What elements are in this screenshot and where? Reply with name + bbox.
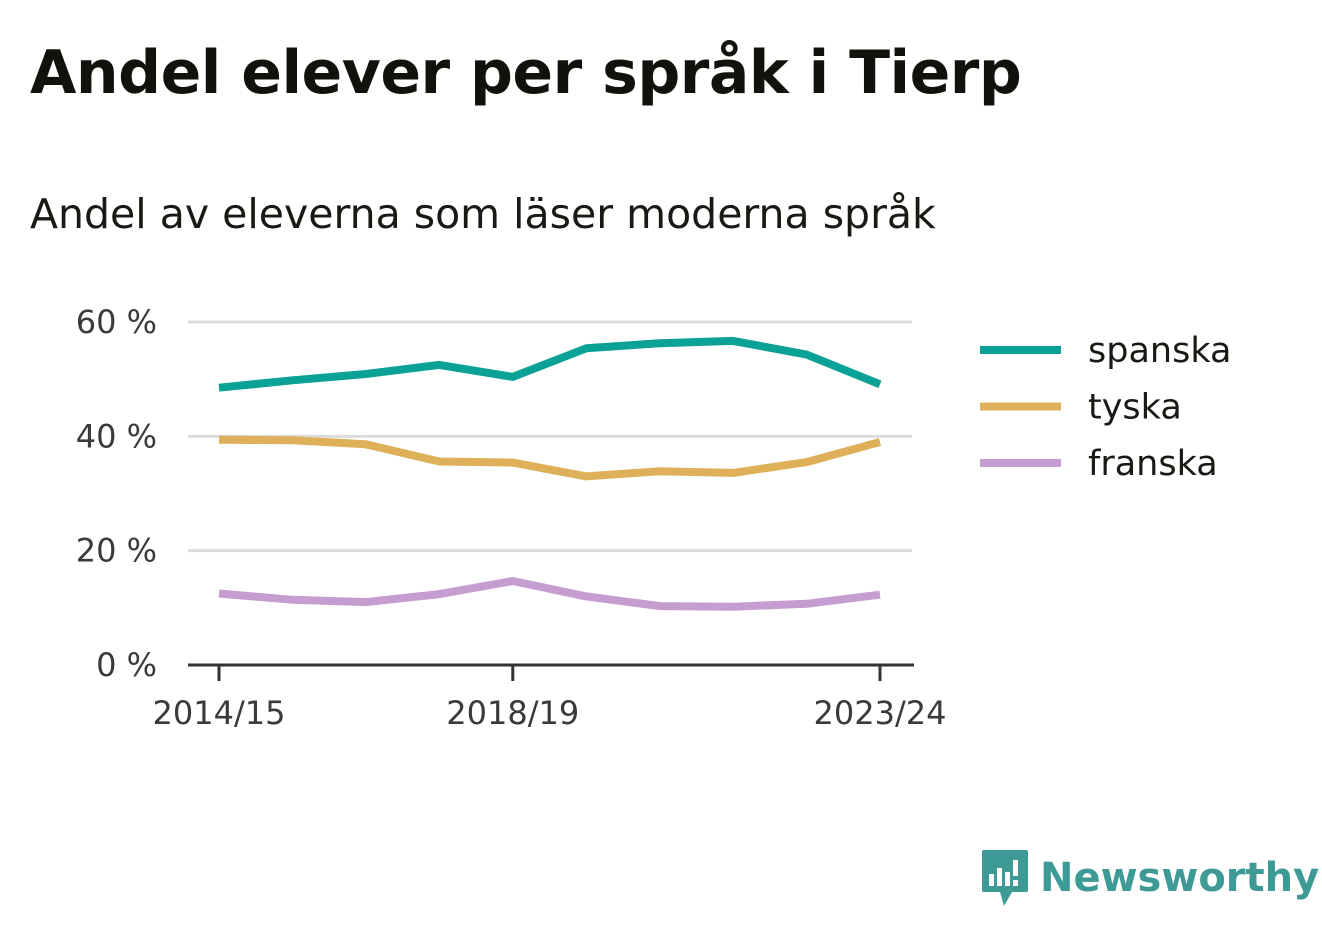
x-tick-label: 2023/24 bbox=[814, 694, 947, 732]
x-tick-label: 2018/19 bbox=[446, 694, 579, 732]
legend-label-spanska: spanska bbox=[1088, 331, 1231, 371]
series-line-tyska bbox=[218, 435, 882, 481]
y-tick-label: 40 % bbox=[76, 417, 157, 455]
y-tick-label: 20 % bbox=[76, 532, 157, 570]
series-line-franska bbox=[218, 577, 881, 611]
y-tick-label: 0 % bbox=[96, 646, 157, 684]
chart-subtitle: Andel av eleverna som läser moderna språ… bbox=[30, 190, 936, 238]
legend: spanska tyska franska bbox=[980, 331, 1231, 484]
newsworthy-brand: Newsworthy bbox=[980, 848, 1319, 908]
grid-lines bbox=[188, 320, 912, 553]
legend-label-franska: franska bbox=[1088, 444, 1218, 484]
brand-name: Newsworthy bbox=[1040, 855, 1320, 901]
y-tick-label: 60 % bbox=[76, 303, 157, 341]
series-line-spanska bbox=[218, 336, 882, 392]
newsworthy-logo-icon bbox=[982, 850, 1028, 906]
x-tick-label: 2014/15 bbox=[153, 694, 286, 732]
series-lines bbox=[218, 336, 882, 611]
legend-label-tyska: tyska bbox=[1088, 388, 1182, 428]
axes: 0 % 20 % 40 % 60 % 2014/15 2018/19 2023/24 bbox=[76, 303, 947, 732]
chart-title: Andel elever per språk i Tierp bbox=[30, 38, 1022, 108]
